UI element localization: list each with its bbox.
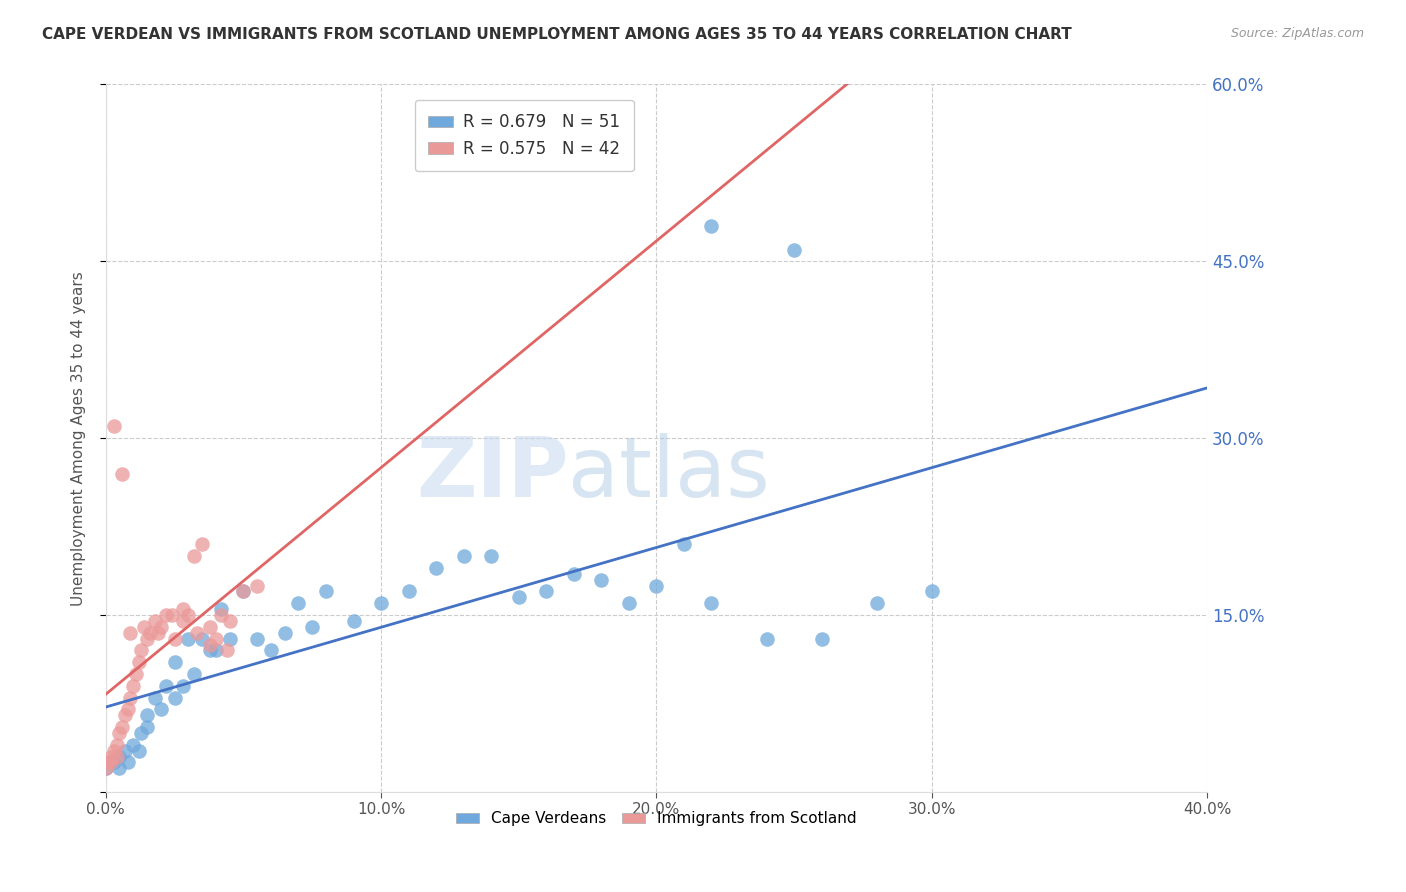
Point bbox=[301, 620, 323, 634]
Point bbox=[97, 756, 120, 770]
Point bbox=[591, 573, 613, 587]
Point bbox=[111, 720, 134, 734]
Point bbox=[209, 602, 232, 616]
Point bbox=[205, 643, 228, 657]
Point bbox=[105, 738, 128, 752]
Point bbox=[755, 632, 778, 646]
Y-axis label: Unemployment Among Ages 35 to 44 years: Unemployment Among Ages 35 to 44 years bbox=[72, 271, 86, 606]
Point bbox=[172, 602, 194, 616]
Point bbox=[783, 243, 806, 257]
Point bbox=[128, 744, 150, 758]
Point bbox=[191, 632, 214, 646]
Point bbox=[105, 749, 128, 764]
Point bbox=[103, 756, 125, 770]
Point bbox=[200, 643, 222, 657]
Point bbox=[100, 756, 122, 770]
Point bbox=[122, 738, 145, 752]
Point bbox=[810, 632, 832, 646]
Point bbox=[172, 679, 194, 693]
Point bbox=[866, 596, 889, 610]
Point bbox=[103, 744, 125, 758]
Point bbox=[143, 614, 166, 628]
Point bbox=[370, 596, 392, 610]
Point bbox=[536, 584, 558, 599]
Point bbox=[200, 620, 222, 634]
Point bbox=[108, 726, 131, 740]
Point bbox=[218, 614, 240, 628]
Point bbox=[453, 549, 475, 563]
Point bbox=[134, 620, 156, 634]
Point bbox=[149, 702, 172, 716]
Point bbox=[232, 584, 254, 599]
Point bbox=[508, 591, 530, 605]
Point bbox=[136, 632, 159, 646]
Point bbox=[342, 614, 364, 628]
Text: ZIP: ZIP bbox=[416, 434, 568, 514]
Point bbox=[139, 625, 162, 640]
Legend: Cape Verdeans, Immigrants from Scotland: Cape Verdeans, Immigrants from Scotland bbox=[449, 804, 865, 834]
Point bbox=[155, 679, 177, 693]
Point bbox=[136, 708, 159, 723]
Text: CAPE VERDEAN VS IMMIGRANTS FROM SCOTLAND UNEMPLOYMENT AMONG AGES 35 TO 44 YEARS : CAPE VERDEAN VS IMMIGRANTS FROM SCOTLAND… bbox=[42, 27, 1071, 42]
Point bbox=[131, 643, 153, 657]
Point bbox=[177, 608, 200, 623]
Point bbox=[562, 566, 585, 581]
Point bbox=[143, 690, 166, 705]
Point bbox=[479, 549, 502, 563]
Point bbox=[163, 690, 186, 705]
Text: Source: ZipAtlas.com: Source: ZipAtlas.com bbox=[1230, 27, 1364, 40]
Point bbox=[120, 625, 142, 640]
Point bbox=[125, 667, 148, 681]
Point bbox=[114, 708, 136, 723]
Text: atlas: atlas bbox=[568, 434, 770, 514]
Point bbox=[672, 537, 695, 551]
Point bbox=[617, 596, 640, 610]
Point bbox=[160, 608, 183, 623]
Point bbox=[209, 608, 232, 623]
Point bbox=[205, 632, 228, 646]
Point bbox=[200, 638, 222, 652]
Point bbox=[425, 561, 447, 575]
Point bbox=[122, 679, 145, 693]
Point bbox=[183, 667, 205, 681]
Point bbox=[108, 761, 131, 775]
Point bbox=[398, 584, 420, 599]
Point bbox=[120, 690, 142, 705]
Point bbox=[215, 643, 238, 657]
Point bbox=[111, 467, 134, 481]
Point bbox=[136, 720, 159, 734]
Point bbox=[273, 625, 295, 640]
Point bbox=[146, 625, 169, 640]
Point bbox=[177, 632, 200, 646]
Point bbox=[163, 632, 186, 646]
Point bbox=[921, 584, 943, 599]
Point bbox=[131, 726, 153, 740]
Point bbox=[186, 625, 208, 640]
Point bbox=[315, 584, 337, 599]
Point bbox=[163, 655, 186, 669]
Point bbox=[103, 419, 125, 434]
Point bbox=[645, 579, 668, 593]
Point bbox=[114, 744, 136, 758]
Point bbox=[117, 756, 139, 770]
Point bbox=[246, 632, 269, 646]
Point bbox=[128, 655, 150, 669]
Point bbox=[108, 749, 131, 764]
Point bbox=[100, 749, 122, 764]
Point bbox=[94, 761, 117, 775]
Point bbox=[287, 596, 309, 610]
Point bbox=[117, 702, 139, 716]
Point bbox=[700, 219, 723, 233]
Point bbox=[94, 761, 117, 775]
Point bbox=[183, 549, 205, 563]
Point bbox=[155, 608, 177, 623]
Point bbox=[191, 537, 214, 551]
Point bbox=[260, 643, 283, 657]
Point bbox=[218, 632, 240, 646]
Point bbox=[232, 584, 254, 599]
Point bbox=[700, 596, 723, 610]
Point bbox=[246, 579, 269, 593]
Point bbox=[149, 620, 172, 634]
Point bbox=[172, 614, 194, 628]
